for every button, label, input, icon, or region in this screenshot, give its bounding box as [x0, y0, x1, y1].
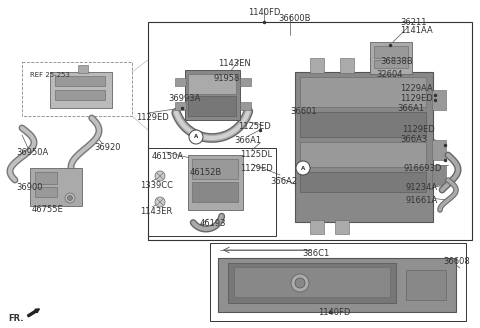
Text: FR.: FR.	[8, 314, 24, 323]
Bar	[432, 90, 446, 110]
Bar	[192, 159, 238, 179]
Text: 32604: 32604	[376, 70, 403, 79]
Text: A: A	[194, 134, 198, 139]
Bar	[192, 182, 238, 202]
Bar	[55, 76, 105, 86]
Bar	[300, 142, 426, 167]
Text: 1143EN: 1143EN	[218, 59, 251, 68]
Text: 91661A: 91661A	[406, 196, 438, 205]
Bar	[188, 74, 236, 94]
Text: 36950A: 36950A	[16, 148, 48, 157]
Bar	[218, 258, 456, 312]
Text: 1140FD: 1140FD	[248, 8, 280, 17]
Text: 1129ED: 1129ED	[240, 164, 273, 173]
Bar	[310, 220, 324, 234]
Circle shape	[65, 193, 75, 203]
Text: 91234A: 91234A	[406, 183, 438, 192]
Text: 46755E: 46755E	[32, 205, 64, 214]
Text: 366A1: 366A1	[234, 136, 261, 145]
Bar	[432, 140, 446, 160]
Text: 386C1: 386C1	[302, 249, 329, 258]
Bar	[300, 112, 426, 137]
Bar	[240, 78, 251, 86]
Text: 1140FD: 1140FD	[318, 308, 350, 317]
Bar	[35, 187, 57, 197]
Text: 46150A: 46150A	[152, 152, 184, 161]
FancyArrow shape	[27, 309, 39, 317]
Text: 46193: 46193	[200, 219, 227, 228]
Bar	[370, 42, 412, 74]
Text: REF 25-253: REF 25-253	[30, 72, 70, 78]
Bar	[175, 102, 186, 110]
Text: 1141AA: 1141AA	[400, 26, 433, 35]
Text: 1125ED: 1125ED	[238, 122, 271, 131]
Bar	[374, 46, 408, 58]
Text: 36838B: 36838B	[380, 57, 413, 66]
Text: 1129ED: 1129ED	[400, 94, 433, 103]
Bar	[30, 168, 82, 206]
Text: 366A2: 366A2	[270, 177, 297, 186]
Circle shape	[68, 195, 72, 200]
Text: 1339CC: 1339CC	[140, 181, 173, 190]
Bar	[210, 243, 466, 321]
Text: 1143ER: 1143ER	[140, 207, 172, 216]
Text: 366A3: 366A3	[400, 135, 427, 144]
Bar	[188, 155, 243, 210]
Bar	[406, 270, 446, 300]
Circle shape	[189, 130, 203, 144]
Text: 36608: 36608	[443, 257, 470, 266]
Text: 1125DL: 1125DL	[240, 150, 272, 159]
Text: 36993A: 36993A	[168, 94, 200, 103]
Bar	[234, 267, 390, 297]
Bar	[310, 58, 324, 73]
Text: A: A	[301, 166, 305, 171]
Bar	[50, 72, 112, 108]
Text: 46152B: 46152B	[190, 168, 222, 177]
Bar	[335, 220, 349, 234]
Text: 36211: 36211	[400, 18, 427, 27]
Circle shape	[155, 197, 165, 207]
Bar	[432, 165, 446, 185]
Text: 36601: 36601	[290, 107, 317, 116]
Text: 36600B: 36600B	[278, 14, 311, 23]
Bar	[175, 78, 186, 86]
Bar	[55, 90, 105, 100]
Bar	[300, 77, 426, 107]
Text: 1229AA: 1229AA	[400, 84, 433, 93]
Bar	[148, 148, 276, 236]
Bar	[240, 102, 251, 110]
Bar	[78, 65, 88, 73]
Text: 36900: 36900	[16, 183, 43, 192]
Bar	[370, 58, 384, 73]
Text: 91958: 91958	[213, 74, 240, 83]
Text: 36920: 36920	[94, 143, 120, 152]
Bar	[228, 263, 396, 303]
Circle shape	[296, 161, 310, 175]
Text: 366A1: 366A1	[397, 104, 424, 113]
Circle shape	[155, 171, 165, 181]
Bar	[340, 58, 354, 73]
Circle shape	[295, 278, 305, 288]
Text: 1129ED: 1129ED	[136, 113, 169, 122]
Bar	[148, 22, 472, 240]
Bar	[35, 172, 57, 184]
Circle shape	[291, 274, 309, 292]
Text: 1129ED: 1129ED	[402, 125, 435, 134]
Bar	[300, 172, 426, 192]
Text: 916693D: 916693D	[404, 164, 443, 173]
Bar	[188, 96, 236, 116]
Bar	[374, 60, 408, 68]
Bar	[295, 72, 433, 222]
Bar	[185, 70, 240, 120]
